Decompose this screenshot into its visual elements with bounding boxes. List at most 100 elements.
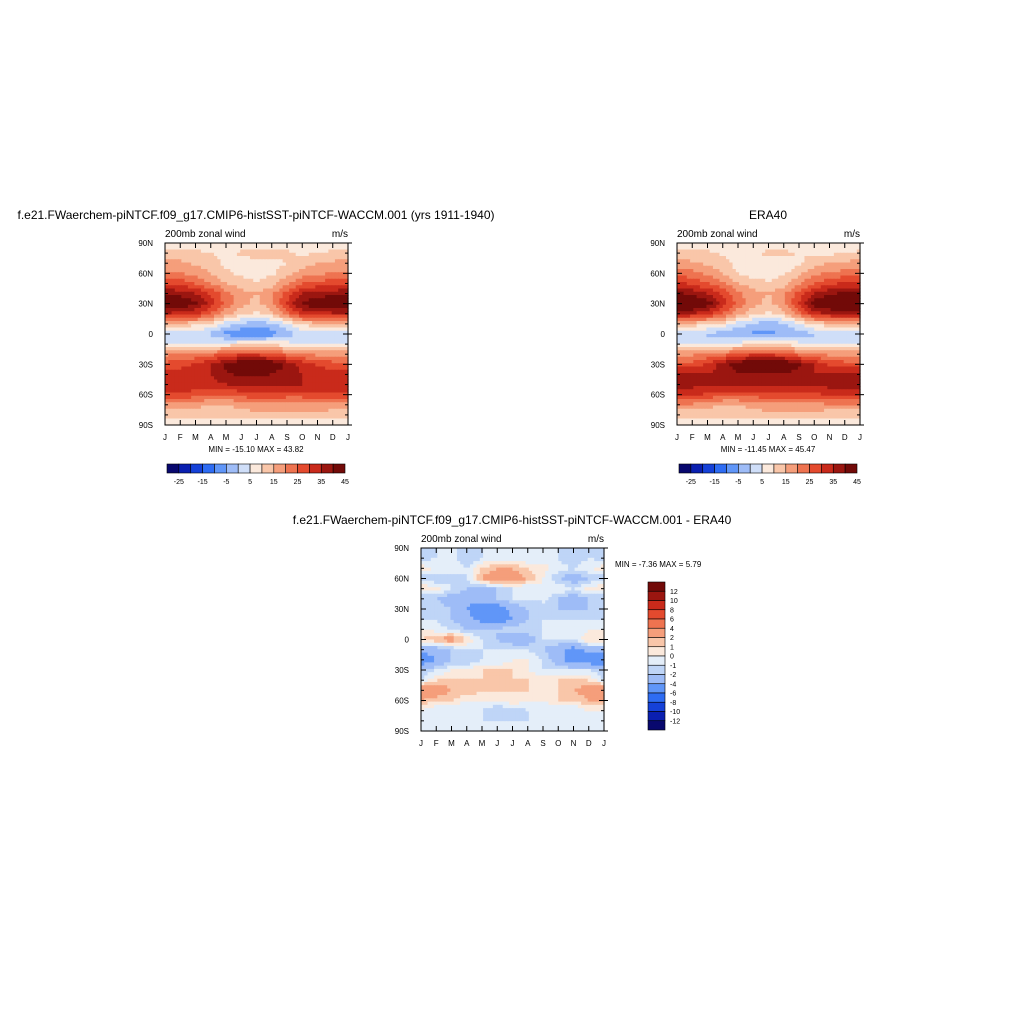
heatmap-cell [739, 256, 743, 260]
heatmap-cell [200, 317, 205, 322]
heatmap-cell [745, 295, 750, 299]
heatmap-cell [693, 259, 698, 264]
heatmap-cell [712, 308, 717, 312]
heatmap-cell [253, 402, 258, 407]
heatmap-cell [771, 288, 776, 293]
heatmap-cell [272, 291, 277, 296]
heatmap-cell [223, 402, 228, 407]
heatmap-cell [285, 314, 290, 319]
heatmap-cell [191, 350, 196, 355]
heatmap-cell [230, 265, 235, 270]
heatmap-cell [778, 324, 783, 329]
heatmap-cell [334, 408, 339, 413]
heatmap-cell [236, 412, 241, 416]
heatmap-cell [200, 376, 205, 381]
heatmap-cell [243, 392, 248, 397]
heatmap-cell [768, 324, 773, 329]
heatmap-cell [784, 308, 789, 312]
heatmap-cell [194, 256, 199, 260]
heatmap-cell [191, 356, 196, 361]
heatmap-cell [207, 343, 212, 348]
heatmap-cell [797, 249, 802, 254]
heatmap-cell [174, 399, 179, 403]
heatmap-cell [276, 295, 280, 299]
heatmap-cell [677, 311, 681, 316]
heatmap-cell [210, 265, 215, 270]
heatmap-cell [722, 278, 727, 283]
heatmap-cell [236, 347, 241, 351]
heatmap-cell [266, 386, 271, 390]
heatmap-cell [837, 321, 841, 325]
heatmap-cell [765, 262, 770, 267]
heatmap-cell [174, 392, 179, 397]
heatmap-cell [321, 262, 326, 267]
heatmap-cell [285, 265, 290, 270]
colorbar-swatch [320, 463, 334, 474]
heatmap-cell [321, 291, 326, 296]
heatmap-cell [315, 304, 320, 309]
heatmap-cell [243, 301, 248, 306]
heatmap-cell [807, 301, 812, 306]
heatmap-cell [325, 285, 329, 290]
heatmap-cell [174, 395, 179, 400]
heatmap-cell [233, 353, 238, 358]
heatmap-cell [810, 314, 815, 319]
heatmap-cell [282, 399, 287, 403]
heatmap-cell [217, 363, 222, 368]
heatmap-cell [683, 334, 688, 338]
heatmap-cell [755, 249, 760, 254]
heatmap-cell [282, 327, 287, 332]
heatmap-cell [279, 275, 284, 280]
heatmap-cell [282, 314, 287, 319]
heatmap-cell [312, 288, 316, 293]
heatmap-cell [722, 269, 727, 273]
heatmap-cell [184, 275, 189, 280]
heatmap-cell [191, 399, 196, 403]
heatmap-cell [282, 356, 287, 361]
heatmap-cell [846, 317, 851, 322]
heatmap-cell [331, 272, 336, 277]
heatmap-cell [761, 330, 766, 335]
heatmap-cell [712, 301, 717, 306]
heatmap-cell [171, 246, 176, 251]
heatmap-cell [282, 408, 287, 413]
heatmap-cell [850, 295, 855, 299]
heatmap-cell [187, 412, 192, 416]
heatmap-cell [285, 288, 290, 293]
heatmap-cell [318, 337, 323, 342]
heatmap-cell [269, 252, 274, 257]
heatmap-cell [171, 252, 176, 257]
heatmap-cell [768, 301, 773, 306]
heatmap-cell [295, 334, 300, 338]
heatmap-cell [312, 269, 316, 273]
heatmap-cell [804, 285, 809, 290]
heatmap-cell [165, 389, 169, 394]
heatmap-cell [289, 282, 294, 286]
heatmap-cell [781, 288, 786, 293]
heatmap-cell [200, 311, 205, 316]
heatmap-cell [279, 340, 284, 345]
heatmap-cell [204, 350, 209, 355]
heatmap-cell [279, 252, 284, 257]
heatmap-cell [178, 337, 182, 342]
heatmap-cell [331, 262, 336, 267]
heatmap-cell [344, 405, 349, 410]
heatmap-cell [181, 360, 186, 364]
heatmap-cell [259, 334, 264, 338]
heatmap-cell [341, 405, 346, 410]
heatmap-cell [312, 347, 316, 351]
heatmap-cell [748, 321, 753, 325]
heatmap-cell [165, 324, 169, 329]
heatmap-cell [680, 285, 685, 290]
heatmap-cell [328, 304, 333, 309]
heatmap-cell [253, 386, 258, 390]
heatmap-cell [243, 418, 248, 423]
heatmap-cell [739, 291, 743, 296]
heatmap-cell [295, 373, 300, 377]
heatmap-cell [240, 262, 245, 267]
heatmap-cell [856, 295, 861, 299]
heatmap-cell [272, 405, 277, 410]
heatmap-cell [726, 298, 730, 303]
heatmap-cell [204, 252, 209, 257]
heatmap-cell [240, 243, 245, 247]
